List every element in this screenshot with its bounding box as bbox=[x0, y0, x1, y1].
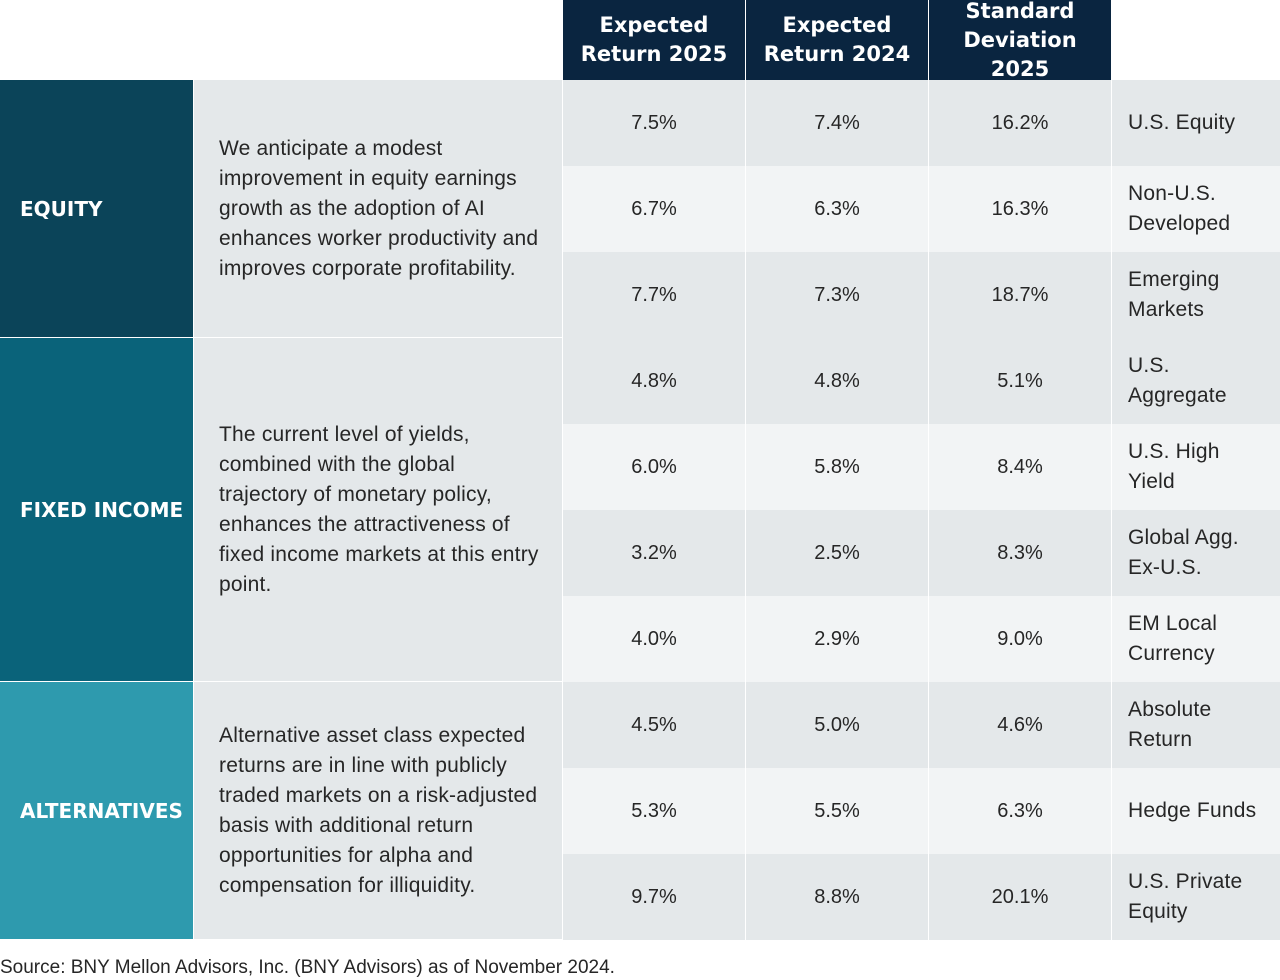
asset-class-label: U.S. High Yield bbox=[1112, 424, 1280, 510]
table-cell: 7.3% bbox=[746, 252, 928, 338]
table-cell: 4.6% bbox=[929, 682, 1111, 768]
asset-class-label: Non-U.S. Developed bbox=[1112, 166, 1280, 252]
table-cell: 4.8% bbox=[563, 338, 745, 424]
header-expected-return-2025: Expected Return 2025 bbox=[563, 0, 745, 80]
table-cell: 4.5% bbox=[563, 682, 745, 768]
table-cell: 7.5% bbox=[563, 80, 745, 166]
description-text: The current level of yields, combined wi… bbox=[219, 422, 539, 596]
asset-class-label: Emerging Markets bbox=[1112, 252, 1280, 338]
table-cell: 9.0% bbox=[929, 596, 1111, 682]
source-note: Source: BNY Mellon Advisors, Inc. (BNY A… bbox=[0, 957, 615, 978]
header-standard-deviation-2025: Standard Deviation 2025 bbox=[929, 0, 1111, 81]
table-cell: 16.3% bbox=[929, 166, 1111, 252]
table-cell: 16.2% bbox=[929, 80, 1111, 166]
asset-class-label: U.S. Private Equity bbox=[1112, 854, 1280, 940]
table-cell: 4.8% bbox=[746, 338, 928, 424]
table-cell: 3.2% bbox=[563, 510, 745, 596]
asset-class-label: EM Local Currency bbox=[1112, 596, 1280, 682]
table-cell: 7.4% bbox=[746, 80, 928, 166]
table-cell: 5.8% bbox=[746, 424, 928, 510]
group-description-equity: We anticipate a modest improvement in eq… bbox=[194, 80, 562, 337]
table-cell: 8.3% bbox=[929, 510, 1111, 596]
asset-class-label: Global Agg. Ex-U.S. bbox=[1112, 510, 1280, 596]
description-text: Alternative asset class expected returns… bbox=[219, 723, 538, 897]
group-label-alternatives: ALTERNATIVES bbox=[0, 682, 193, 939]
group-description-fixed-income: The current level of yields, combined wi… bbox=[194, 338, 562, 681]
asset-class-label: U.S. Equity bbox=[1112, 80, 1280, 166]
table-cell: 2.5% bbox=[746, 510, 928, 596]
table-cell: 6.3% bbox=[929, 768, 1111, 854]
table-cell: 4.0% bbox=[563, 596, 745, 682]
table-cell: 6.7% bbox=[563, 166, 745, 252]
asset-class-label: U.S. Aggregate bbox=[1112, 338, 1280, 424]
asset-class-label: Absolute Return bbox=[1112, 682, 1280, 768]
table-cell: 6.0% bbox=[563, 424, 745, 510]
group-label-equity: EQUITY bbox=[0, 80, 193, 337]
table-cell: 20.1% bbox=[929, 854, 1111, 940]
description-text: We anticipate a modest improvement in eq… bbox=[219, 136, 539, 280]
table-cell: 6.3% bbox=[746, 166, 928, 252]
table-cell: 8.4% bbox=[929, 424, 1111, 510]
table-cell: 7.7% bbox=[563, 252, 745, 338]
table-cell: 5.3% bbox=[563, 768, 745, 854]
asset-class-label: Hedge Funds bbox=[1112, 768, 1280, 854]
header-expected-return-2024: Expected Return 2024 bbox=[746, 0, 928, 80]
table-cell: 18.7% bbox=[929, 252, 1111, 338]
table-cell: 5.1% bbox=[929, 338, 1111, 424]
table-cell: 5.5% bbox=[746, 768, 928, 854]
table-cell: 2.9% bbox=[746, 596, 928, 682]
group-description-alternatives: Alternative asset class expected returns… bbox=[194, 682, 562, 939]
group-label-fixed-income: FIXED INCOME bbox=[0, 338, 193, 681]
table-cell: 9.7% bbox=[563, 854, 745, 940]
table-cell: 8.8% bbox=[746, 854, 928, 940]
table-cell: 5.0% bbox=[746, 682, 928, 768]
